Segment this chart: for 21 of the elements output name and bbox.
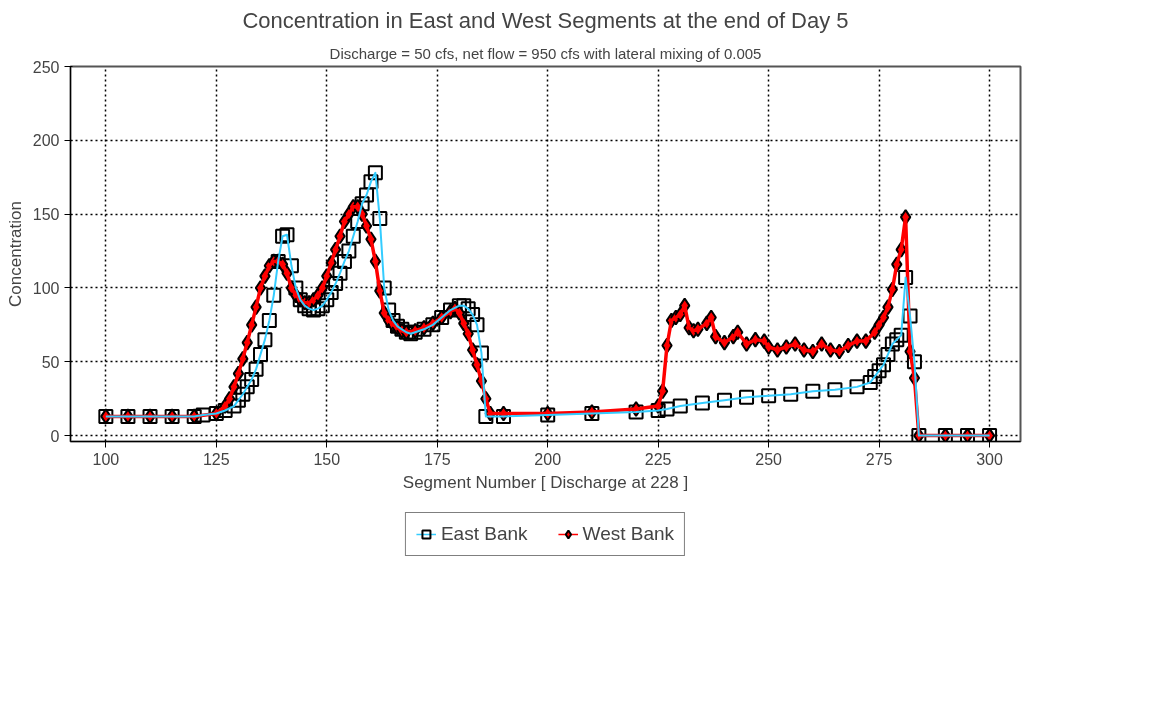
x-tick-label: 175 xyxy=(423,450,451,468)
y-tick-label: 250 xyxy=(32,58,60,76)
y-tick-label: 50 xyxy=(41,353,60,371)
y-tick-label: 0 xyxy=(50,427,60,445)
legend-label: East Bank xyxy=(440,523,528,545)
x-tick-label: 225 xyxy=(644,450,672,468)
x-tick-label: 250 xyxy=(755,450,783,468)
x-tick-label: 125 xyxy=(202,450,230,468)
x-tick-label: 300 xyxy=(976,450,1004,468)
y-tick-label: 100 xyxy=(32,279,60,297)
y-tick-label: 200 xyxy=(32,132,60,150)
x-tick-label: 100 xyxy=(92,450,120,468)
x-tick-label: 200 xyxy=(534,450,562,468)
x-tick-label: 275 xyxy=(865,450,893,468)
chart-subtitle: Discharge = 50 cfs, net flow = 950 cfs with lateral mixing of 0.005 xyxy=(329,44,762,62)
x-tick-label: 150 xyxy=(313,450,341,468)
y-axis-title: Concentration xyxy=(5,201,25,307)
chart-title: Concentration in East and West Segments at the end of Day 5 xyxy=(242,7,849,33)
legend-label: West Bank xyxy=(582,523,675,545)
x-axis-title: Segment Number [ Discharge at 228 ] xyxy=(402,472,689,492)
y-tick-label: 150 xyxy=(32,206,60,224)
